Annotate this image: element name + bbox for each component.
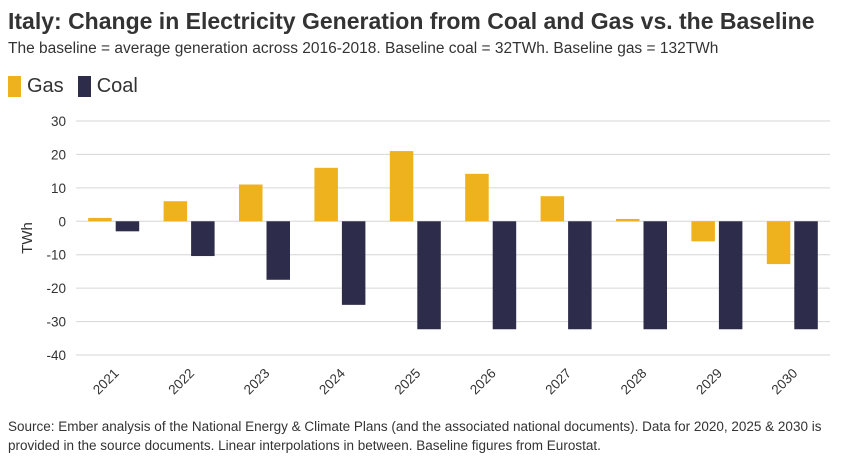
- bars: [88, 151, 818, 330]
- x-tick-label: 2023: [241, 366, 273, 398]
- x-tick-label: 2029: [693, 366, 725, 398]
- y-tick-label: 20: [51, 147, 66, 162]
- bar-gas-2025: [389, 151, 414, 222]
- chart-title: Italy: Change in Electricity Generation …: [8, 8, 815, 34]
- x-tick-label: 2026: [467, 366, 499, 398]
- bar-gas-2022: [163, 201, 188, 222]
- bar-gas-2028: [616, 218, 640, 222]
- bar-gas-2030: [766, 221, 791, 265]
- bar-coal-2027: [568, 221, 592, 330]
- bar-gas-2021: [88, 217, 112, 222]
- bar-gas-2027: [540, 196, 565, 222]
- gridlines: [76, 120, 830, 356]
- bar-coal-2025: [417, 221, 441, 330]
- y-tick-label: -10: [46, 248, 66, 263]
- bar-gas-2024: [314, 167, 338, 222]
- bar-coal-2022: [191, 221, 215, 257]
- chart-legend: Gas Coal: [8, 75, 152, 98]
- bar-gas-2026: [465, 173, 489, 222]
- legend-swatch-coal: [77, 76, 91, 97]
- y-tick-label: 30: [51, 114, 66, 129]
- x-tick-label: 2021: [90, 366, 122, 398]
- bar-coal-2023: [266, 221, 290, 280]
- bar-coal-2028: [643, 221, 667, 330]
- y-tick-label: -40: [46, 348, 66, 363]
- bar-chart: 30 20 10 0 -10 -20 -30 -40 2021 2022 2023 2024 2025 2…: [19, 114, 830, 398]
- bar-coal-2029: [718, 221, 743, 330]
- legend-item-gas: Gas: [8, 75, 64, 98]
- y-axis-label: TWh: [19, 222, 36, 254]
- bar-coal-2024: [341, 221, 366, 305]
- x-tick-label: 2025: [392, 366, 424, 398]
- x-tick-label: 2024: [316, 365, 348, 397]
- legend-label-coal: Coal: [96, 75, 138, 97]
- y-tick-label: 0: [58, 214, 66, 229]
- y-tick-label: 10: [51, 181, 66, 196]
- x-tick-label: 2022: [165, 366, 197, 398]
- bar-coal-2026: [492, 221, 517, 330]
- legend-label-gas: Gas: [27, 75, 64, 97]
- bar-coal-2021: [115, 221, 140, 232]
- x-tick-label: 2030: [769, 366, 801, 398]
- x-tick-label: 2028: [618, 366, 650, 398]
- legend-item-coal: Coal: [77, 75, 138, 98]
- source-note: Source: Ember analysis of the National E…: [8, 419, 822, 453]
- y-tick-label: -20: [46, 281, 66, 296]
- bar-gas-2029: [691, 221, 715, 242]
- legend-swatch-gas: [8, 76, 21, 97]
- x-tick-label: 2027: [542, 366, 574, 398]
- y-tick-label: -30: [46, 315, 66, 330]
- bar-coal-2030: [794, 221, 818, 330]
- bar-gas-2023: [239, 184, 263, 222]
- chart-subtitle: The baseline = average generation across…: [8, 40, 719, 57]
